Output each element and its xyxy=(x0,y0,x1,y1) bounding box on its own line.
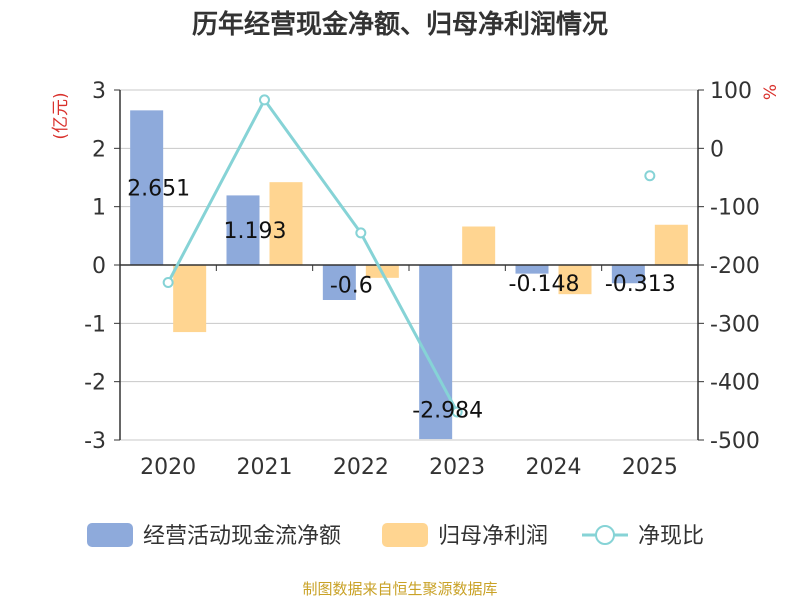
ratio-line xyxy=(164,95,655,416)
cashflow-data-label: -0.148 xyxy=(509,272,580,297)
profit-bar xyxy=(173,265,207,333)
bars xyxy=(130,110,688,440)
data-labels: 2.651 1.193 -0.6 -2.984 -0.148 -0.313 xyxy=(127,177,676,424)
category-label: 2021 xyxy=(237,455,293,480)
right-tick-label: 0 xyxy=(710,137,724,162)
cashflow-data-label: 2.651 xyxy=(127,177,190,202)
category-label: 2023 xyxy=(429,455,485,480)
cashflow-data-label: 1.193 xyxy=(224,219,287,244)
category-label: 2020 xyxy=(140,455,196,480)
axes xyxy=(114,89,704,441)
legend-cashflow-label: 经营活动现金流净额 xyxy=(143,524,341,549)
right-tick-label: 100 xyxy=(710,79,752,104)
left-axis-unit: (亿元) xyxy=(51,92,71,139)
cashflow-bar xyxy=(226,195,260,265)
cashflow-data-label: -2.984 xyxy=(412,399,483,424)
right-tick-label: -200 xyxy=(710,254,760,279)
ratio-point xyxy=(451,406,463,418)
left-tick-label: 1 xyxy=(92,196,106,221)
cashflow-bar xyxy=(515,265,549,274)
ratio-point xyxy=(162,277,174,288)
profit-bar xyxy=(462,226,496,265)
cashflow-data-label: -0.313 xyxy=(605,272,676,297)
legend-ratio-marker xyxy=(595,525,615,545)
ratio-point xyxy=(259,94,270,106)
left-tick-label: -3 xyxy=(84,429,106,454)
tick-labels: 3 2 1 0 -1 -2 -3 100 0 -100 -200 -300 -400 -500 (亿元)% 2… xyxy=(51,79,781,480)
source-note: 制图数据来自恒生聚源数据库 xyxy=(302,580,498,598)
left-tick-label: -1 xyxy=(84,312,106,337)
chart-title: 历年经营现金净额、归母净利润情况 xyxy=(191,10,608,40)
profit-bar xyxy=(269,182,303,265)
cashflow-bar xyxy=(130,110,164,265)
legend-cashflow-swatch xyxy=(87,523,133,547)
category-label: 2024 xyxy=(526,455,582,480)
left-tick-label: 3 xyxy=(92,79,106,104)
left-tick-label: 0 xyxy=(92,254,106,279)
right-tick-label: -500 xyxy=(710,429,760,454)
right-tick-label: -300 xyxy=(710,312,760,337)
legend-ratio-label: 净现比 xyxy=(638,524,704,549)
cashflow-data-label: -0.6 xyxy=(330,274,373,299)
left-tick-label: 2 xyxy=(92,137,106,162)
category-label: 2025 xyxy=(622,455,678,480)
ratio-point xyxy=(644,170,656,182)
profit-bar xyxy=(558,265,592,295)
profit-bar xyxy=(365,265,399,278)
cashflow-bar xyxy=(322,265,356,300)
right-tick-label: -400 xyxy=(710,371,760,396)
legend-profit-label: 归母净利润 xyxy=(438,524,548,549)
right-axis-unit: % xyxy=(761,84,781,100)
legend-profit-swatch xyxy=(382,523,428,547)
left-tick-label: -2 xyxy=(84,371,106,396)
ratio-point xyxy=(355,227,367,239)
profit-bar xyxy=(654,224,688,265)
right-tick-label: -100 xyxy=(710,196,760,221)
legend: 经营活动现金流净额 归母净利润 净现比 xyxy=(87,523,704,549)
cashflow-bar xyxy=(611,265,645,284)
category-label: 2022 xyxy=(333,455,389,480)
